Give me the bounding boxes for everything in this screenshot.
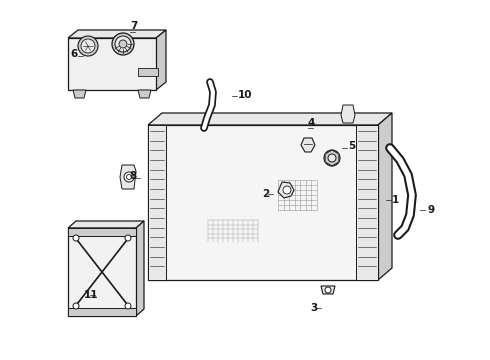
Text: 2: 2 <box>262 189 269 199</box>
Circle shape <box>81 39 95 53</box>
Text: 11: 11 <box>84 290 98 300</box>
Bar <box>68 308 136 316</box>
Polygon shape <box>68 38 156 90</box>
Polygon shape <box>356 125 378 280</box>
Text: 1: 1 <box>392 195 399 205</box>
Circle shape <box>125 303 131 309</box>
Circle shape <box>125 235 131 241</box>
Polygon shape <box>301 138 315 152</box>
Circle shape <box>325 287 331 293</box>
Polygon shape <box>325 150 339 166</box>
Circle shape <box>324 150 340 166</box>
Circle shape <box>73 303 79 309</box>
Text: 7: 7 <box>130 21 137 31</box>
Polygon shape <box>278 182 294 198</box>
Text: 5: 5 <box>348 141 355 151</box>
Bar <box>68 228 136 236</box>
Circle shape <box>283 186 291 194</box>
Polygon shape <box>148 113 392 125</box>
Polygon shape <box>321 286 335 294</box>
Circle shape <box>73 235 79 241</box>
Polygon shape <box>156 30 166 90</box>
Polygon shape <box>68 30 166 38</box>
Polygon shape <box>73 90 86 98</box>
Text: 6: 6 <box>70 49 77 59</box>
Polygon shape <box>68 221 144 228</box>
Circle shape <box>112 33 134 55</box>
Polygon shape <box>148 125 166 280</box>
Circle shape <box>126 175 131 180</box>
Circle shape <box>124 172 134 182</box>
Circle shape <box>328 154 336 162</box>
Circle shape <box>119 40 127 48</box>
Polygon shape <box>68 228 136 316</box>
Text: 3: 3 <box>310 303 317 313</box>
Polygon shape <box>138 68 158 76</box>
Polygon shape <box>138 90 151 98</box>
Text: 4: 4 <box>308 118 316 128</box>
Text: 10: 10 <box>238 90 252 100</box>
Text: 8: 8 <box>129 171 136 181</box>
Polygon shape <box>148 125 378 280</box>
Circle shape <box>78 36 98 56</box>
Text: 9: 9 <box>428 205 435 215</box>
Polygon shape <box>120 165 136 189</box>
Circle shape <box>115 36 131 52</box>
Polygon shape <box>341 105 355 123</box>
Polygon shape <box>378 113 392 280</box>
Polygon shape <box>136 221 144 316</box>
